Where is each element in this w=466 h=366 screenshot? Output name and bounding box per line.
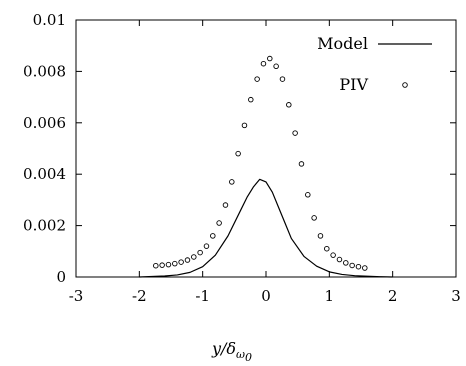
data-point-piv <box>222 202 229 208</box>
x-tick-label: 0 <box>261 287 271 305</box>
y-tick-label: 0.002 <box>23 217 66 235</box>
data-point-piv <box>355 263 362 270</box>
x-tick-label: -2 <box>132 287 147 305</box>
data-point-piv <box>279 76 286 82</box>
data-point-piv <box>254 76 260 82</box>
y-tick-label: 0.004 <box>23 165 66 183</box>
y-tick-label: 0.006 <box>23 114 66 132</box>
legend: Model PIV <box>317 34 432 94</box>
plot-border <box>75 19 457 278</box>
data-point-piv <box>165 261 172 268</box>
data-point-piv <box>311 215 317 221</box>
data-point-piv <box>273 63 279 70</box>
data-point-piv <box>235 150 241 157</box>
data-point-piv <box>248 96 254 103</box>
svg-text:y/δω0: y/δω0 <box>211 339 252 364</box>
data-point-piv <box>286 102 292 108</box>
legend-marker-sample-piv <box>402 82 408 88</box>
data-point-piv <box>203 243 210 249</box>
series-line-model <box>139 178 393 278</box>
data-point-piv <box>336 256 343 263</box>
x-tick-labels: -3 -2 -1 0 1 2 3 <box>69 287 461 305</box>
x-tick-label: 1 <box>325 287 335 305</box>
data-point-piv <box>324 245 330 252</box>
x-axis-label: y/δω0 <box>211 339 252 364</box>
y-tick-label: 0.008 <box>23 62 66 80</box>
data-point-piv <box>298 161 305 167</box>
y-tick-labels: 0 0.002 0.004 0.006 0.008 0.01 <box>23 11 66 286</box>
data-point-piv <box>172 260 178 267</box>
y-tick-label: 0 <box>56 268 66 286</box>
tick-marks <box>75 19 457 278</box>
data-point-piv <box>260 60 267 67</box>
data-point-piv <box>184 257 191 263</box>
data-point-piv <box>241 122 248 129</box>
y-tick-label: 0.01 <box>33 11 66 29</box>
data-point-piv <box>191 254 197 260</box>
legend-label-model: Model <box>317 34 368 53</box>
legend-label-piv: PIV <box>339 75 368 94</box>
x-tick-label: 2 <box>388 287 398 305</box>
data-point-piv <box>343 260 349 266</box>
data-point-piv <box>153 262 159 269</box>
data-point-piv <box>197 249 203 256</box>
data-point-piv <box>317 233 324 239</box>
series-group <box>139 55 393 278</box>
data-point-piv <box>178 259 184 265</box>
x-tick-label: -3 <box>69 287 84 305</box>
x-tick-label: -1 <box>195 287 210 305</box>
data-point-piv <box>159 262 165 268</box>
data-point-piv <box>292 130 298 136</box>
x-tick-label: 3 <box>451 287 461 305</box>
data-point-piv <box>362 265 368 271</box>
data-point-piv <box>267 55 273 62</box>
plot-frame <box>75 19 457 278</box>
data-point-piv <box>330 252 336 258</box>
data-point-piv <box>216 220 222 226</box>
data-point-piv <box>210 233 216 239</box>
data-point-piv <box>305 192 311 198</box>
data-point-piv <box>349 262 355 269</box>
data-point-piv <box>229 179 235 185</box>
